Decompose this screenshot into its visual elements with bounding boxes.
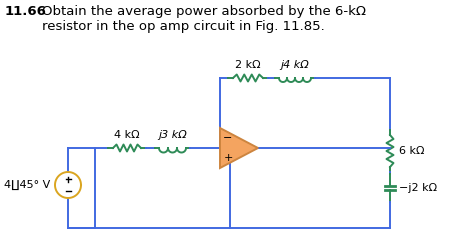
Text: −j2 kΩ: −j2 kΩ bbox=[399, 183, 437, 193]
Text: Obtain the average power absorbed by the 6-kΩ
resistor in the op amp circuit in : Obtain the average power absorbed by the… bbox=[42, 5, 366, 33]
Polygon shape bbox=[220, 128, 258, 168]
Text: j4 kΩ: j4 kΩ bbox=[281, 60, 309, 70]
Text: −: − bbox=[223, 133, 233, 143]
Text: 4 kΩ: 4 kΩ bbox=[114, 130, 140, 140]
Text: 11.66: 11.66 bbox=[5, 5, 47, 18]
Text: 4∐45° V: 4∐45° V bbox=[4, 180, 50, 190]
Text: j3 kΩ: j3 kΩ bbox=[158, 130, 187, 140]
Text: 6 kΩ: 6 kΩ bbox=[399, 146, 424, 156]
Text: 2 kΩ: 2 kΩ bbox=[235, 60, 261, 70]
Text: +: + bbox=[223, 153, 233, 163]
